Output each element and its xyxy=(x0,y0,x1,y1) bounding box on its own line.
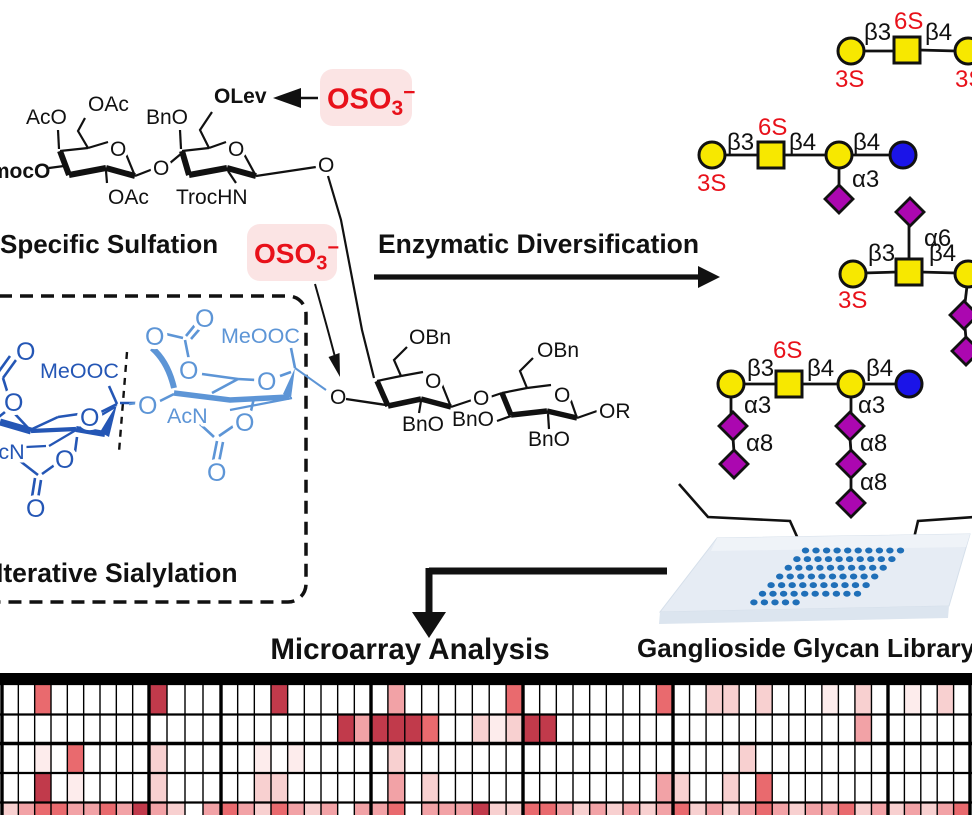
svg-text:O: O xyxy=(554,384,570,407)
svg-text:O: O xyxy=(179,357,198,385)
svg-text:α8: α8 xyxy=(860,430,887,457)
svg-text:OBn: OBn xyxy=(537,339,579,362)
svg-text:AcN: AcN xyxy=(0,440,25,464)
svg-text:O: O xyxy=(110,138,126,161)
svg-text:MeOOC: MeOOC xyxy=(221,324,300,348)
svg-text:α8: α8 xyxy=(746,430,773,457)
svg-text:OAc: OAc xyxy=(88,93,129,116)
svg-text:O: O xyxy=(207,459,226,487)
svg-text:AcN: AcN xyxy=(167,404,208,428)
svg-text:β3: β3 xyxy=(864,19,891,46)
svg-text:3S: 3S xyxy=(697,170,726,197)
svg-text:O: O xyxy=(153,157,169,180)
svg-text:β4: β4 xyxy=(925,19,952,46)
svg-text:O: O xyxy=(318,154,334,177)
svg-text:O: O xyxy=(195,305,214,333)
svg-text:6S: 6S xyxy=(894,8,923,35)
svg-text:3S: 3S xyxy=(838,287,867,314)
svg-text:β3: β3 xyxy=(727,129,754,156)
svg-text:Ganglioside Glycan Library: Ganglioside Glycan Library xyxy=(637,633,972,663)
svg-text:OR: OR xyxy=(599,400,631,423)
svg-text:α3: α3 xyxy=(852,166,879,193)
svg-text:O: O xyxy=(138,392,157,420)
svg-text:β4: β4 xyxy=(866,355,893,382)
svg-text:OBn: OBn xyxy=(409,326,451,349)
svg-text:6S: 6S xyxy=(773,337,802,364)
svg-text:β4: β4 xyxy=(853,129,880,156)
svg-text:O: O xyxy=(257,368,276,396)
svg-text:β3: β3 xyxy=(747,355,774,382)
svg-text:α3: α3 xyxy=(744,392,771,419)
svg-text:O: O xyxy=(145,323,164,351)
svg-text:α3: α3 xyxy=(858,392,885,419)
svg-text:O: O xyxy=(80,404,99,432)
svg-text:O: O xyxy=(26,495,45,523)
svg-text:α6: α6 xyxy=(924,225,951,252)
svg-text:OLev: OLev xyxy=(214,85,267,108)
svg-text:AcO: AcO xyxy=(26,106,67,129)
svg-text:O: O xyxy=(228,138,244,161)
svg-text:MeOOC: MeOOC xyxy=(40,359,119,383)
svg-text:Iterative Sialylation: Iterative Sialylation xyxy=(0,558,238,588)
svg-text:O: O xyxy=(55,446,74,474)
svg-text:3S: 3S xyxy=(955,66,972,93)
svg-text:OAc: OAc xyxy=(108,186,149,209)
svg-text:Microarray Analysis: Microarray Analysis xyxy=(270,633,549,666)
svg-text:6S: 6S xyxy=(758,114,787,141)
svg-text:3S: 3S xyxy=(835,66,864,93)
svg-text:BnO: BnO xyxy=(402,413,444,436)
svg-text:BnO: BnO xyxy=(528,428,570,451)
svg-text:BnO: BnO xyxy=(452,408,494,431)
svg-text:O: O xyxy=(330,386,346,409)
svg-text:O: O xyxy=(473,387,489,410)
svg-text:O: O xyxy=(425,370,441,393)
svg-text:O: O xyxy=(235,409,254,437)
svg-text:β4: β4 xyxy=(807,355,834,382)
svg-text:BnO: BnO xyxy=(146,106,188,129)
svg-text:β3: β3 xyxy=(868,240,895,267)
svg-text:Enzymatic Diversification: Enzymatic Diversification xyxy=(378,229,699,259)
svg-text:O: O xyxy=(16,338,35,366)
svg-text:β4: β4 xyxy=(789,129,816,156)
svg-text:β4: β4 xyxy=(929,240,956,267)
svg-text:O: O xyxy=(4,389,23,417)
svg-text:Specific Sulfation: Specific Sulfation xyxy=(0,229,218,259)
svg-text:FmocO: FmocO xyxy=(0,160,50,183)
svg-text:TrocHN: TrocHN xyxy=(176,186,248,209)
svg-text:α8: α8 xyxy=(860,469,887,496)
